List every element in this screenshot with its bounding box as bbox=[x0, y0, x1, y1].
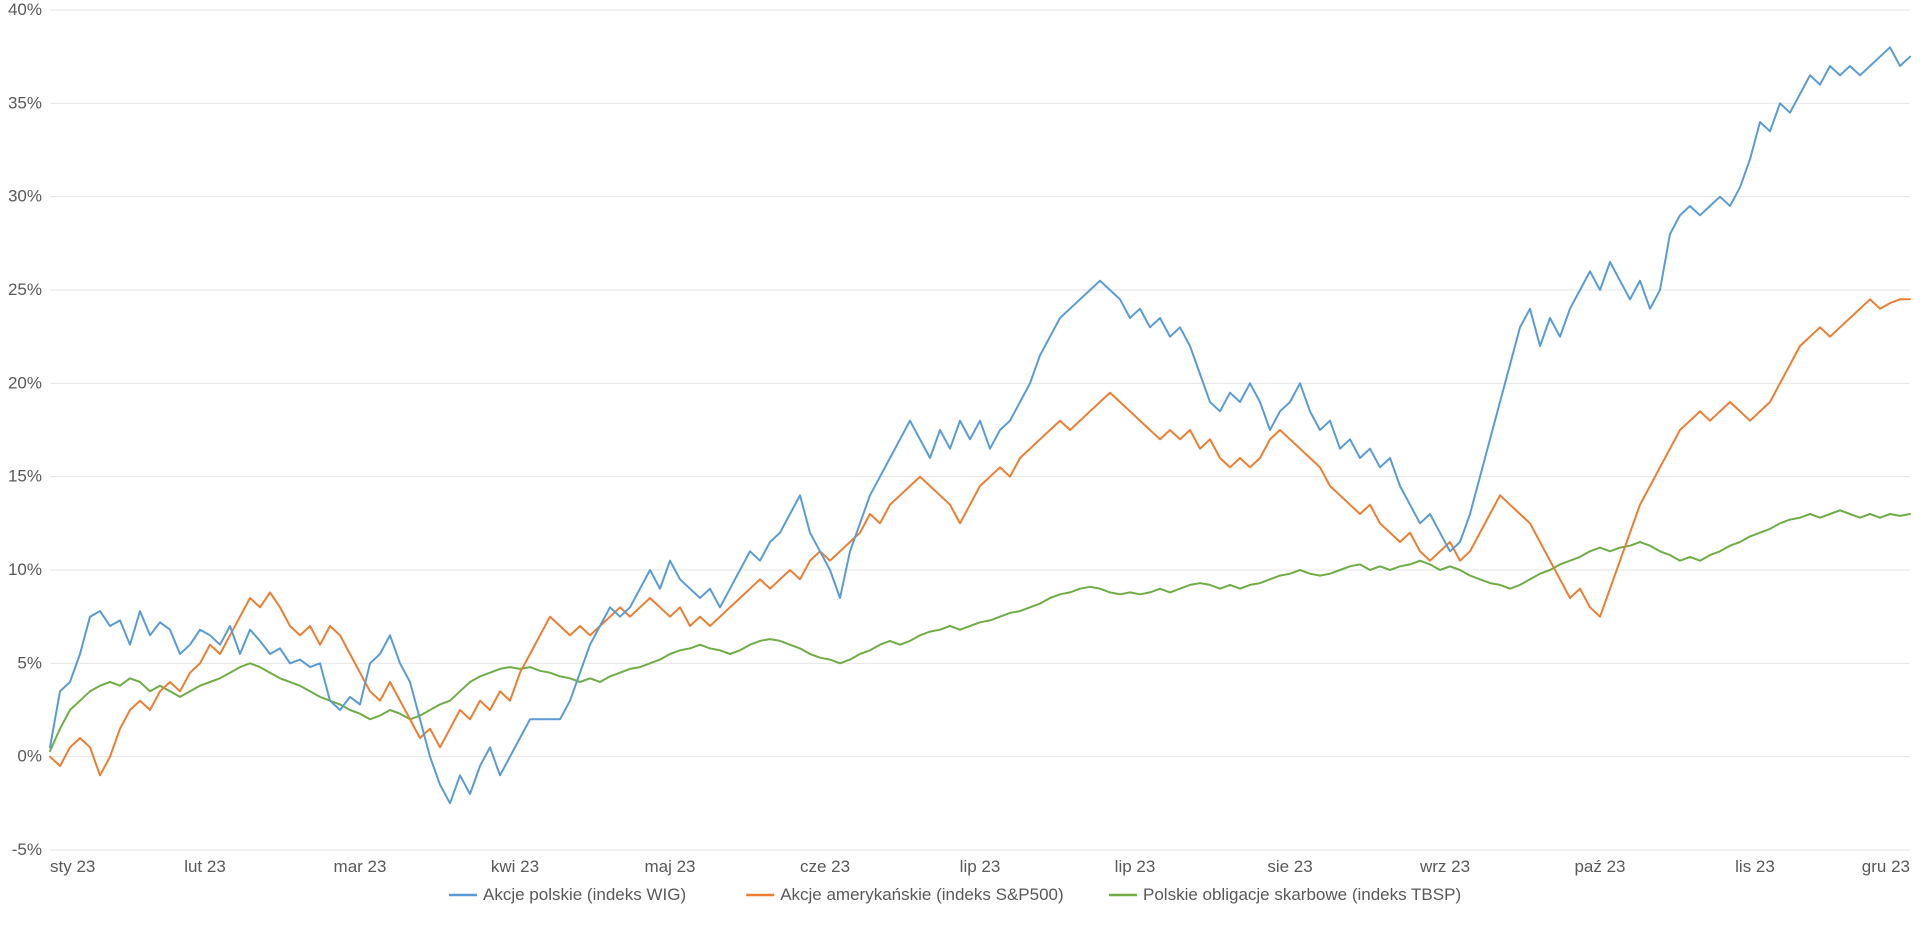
grid bbox=[50, 10, 1910, 850]
series-sp500 bbox=[50, 299, 1910, 775]
y-tick-label: 5% bbox=[17, 653, 42, 672]
x-tick-label: lip 23 bbox=[960, 857, 1001, 876]
x-tick-label: sty 23 bbox=[50, 857, 95, 876]
legend-label-sp500: Akcje amerykańskie (indeks S&P500) bbox=[780, 885, 1063, 904]
y-tick-label: 35% bbox=[8, 93, 42, 112]
x-tick-label: gru 23 bbox=[1862, 857, 1910, 876]
y-tick-label: 25% bbox=[8, 280, 42, 299]
y-tick-label: 30% bbox=[8, 187, 42, 206]
x-tick-label: cze 23 bbox=[800, 857, 850, 876]
legend: Akcje polskie (indeks WIG) Akcje amerykań… bbox=[449, 885, 1461, 904]
series-tbsp bbox=[50, 510, 1910, 751]
x-tick-label: kwi 23 bbox=[491, 857, 539, 876]
y-tick-label: -5% bbox=[12, 840, 42, 859]
series-group bbox=[50, 47, 1910, 803]
x-tick-label: paź 23 bbox=[1574, 857, 1625, 876]
y-tick-label: 40% bbox=[8, 0, 42, 19]
y-tick-label: 0% bbox=[17, 747, 42, 766]
legend-label-tbsp: Polskie obligacje skarbowe (indeks TBSP) bbox=[1143, 885, 1461, 904]
x-tick-label: lut 23 bbox=[184, 857, 226, 876]
x-tick-label: wrz 23 bbox=[1419, 857, 1470, 876]
performance-line-chart: -5% 0% 5% 10% 15% 20% 25% 30% 35% 40% sty 23 lut 23… bbox=[0, 0, 1920, 930]
x-tick-label: lip 23 bbox=[1115, 857, 1156, 876]
y-tick-label: 20% bbox=[8, 373, 42, 392]
x-tick-label: sie 23 bbox=[1267, 857, 1312, 876]
y-tick-label: 10% bbox=[8, 560, 42, 579]
legend-label-wig: Akcje polskie (indeks WIG) bbox=[483, 885, 686, 904]
y-tick-label: 15% bbox=[8, 467, 42, 486]
x-tick-label: mar 23 bbox=[334, 857, 387, 876]
x-tick-label: lis 23 bbox=[1735, 857, 1775, 876]
x-tick-label: maj 23 bbox=[644, 857, 695, 876]
series-wig bbox=[50, 47, 1910, 803]
